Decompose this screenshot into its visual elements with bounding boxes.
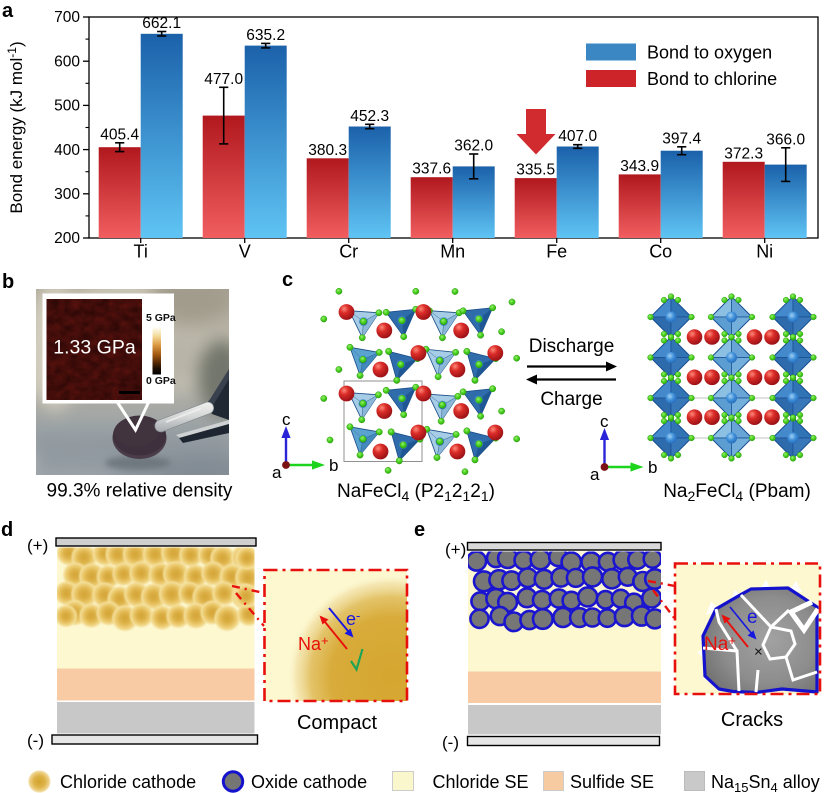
svg-text:(-): (-) xyxy=(27,731,44,750)
svg-text:405.4: 405.4 xyxy=(100,126,139,143)
svg-text:c: c xyxy=(282,410,291,429)
svg-text:e: e xyxy=(414,519,425,541)
svg-text:(+): (+) xyxy=(27,536,48,555)
svg-text:Bond to oxygen: Bond to oxygen xyxy=(647,43,772,63)
svg-text:477.0: 477.0 xyxy=(204,71,243,88)
svg-text:Chloride SE: Chloride SE xyxy=(433,772,529,792)
svg-text:400: 400 xyxy=(54,142,80,159)
svg-text:Discharge: Discharge xyxy=(529,336,615,357)
svg-text:372.3: 372.3 xyxy=(724,145,763,162)
svg-text:(+): (+) xyxy=(445,540,466,559)
svg-text:Na2FeCl4 (Pbam): Na2FeCl4 (Pbam) xyxy=(663,481,811,504)
svg-text:0 GPa: 0 GPa xyxy=(146,375,176,387)
svg-text:(-): (-) xyxy=(442,733,459,752)
svg-text:c: c xyxy=(600,412,609,431)
svg-text:366.0: 366.0 xyxy=(766,131,805,148)
svg-text:1.33 GPa: 1.33 GPa xyxy=(53,337,136,359)
svg-text:Na15Sn4 alloy: Na15Sn4 alloy xyxy=(711,772,820,793)
svg-text:Compact: Compact xyxy=(297,712,377,734)
svg-text:99.3% relative density: 99.3% relative density xyxy=(47,481,233,502)
svg-text:397.4: 397.4 xyxy=(662,130,701,147)
svg-text:452.3: 452.3 xyxy=(350,108,389,125)
svg-text:Sulfide SE: Sulfide SE xyxy=(570,772,654,792)
svg-text:635.2: 635.2 xyxy=(246,27,285,44)
svg-text:e: e xyxy=(747,607,758,628)
svg-text:Co: Co xyxy=(649,242,672,262)
svg-text:×: × xyxy=(754,644,763,661)
svg-text:Charge: Charge xyxy=(540,389,602,410)
svg-text:Bond energy (kJ mol-1): Bond energy (kJ mol-1) xyxy=(5,41,26,213)
svg-text:d: d xyxy=(1,519,13,541)
svg-text:b: b xyxy=(329,456,338,475)
svg-text:343.9: 343.9 xyxy=(620,158,659,175)
svg-text:NaFeCl4 (P212121): NaFeCl4 (P212121) xyxy=(337,481,495,504)
svg-text:500: 500 xyxy=(54,98,80,115)
svg-text:Ni: Ni xyxy=(756,242,773,262)
svg-text:Na+: Na+ xyxy=(298,633,329,654)
svg-text:362.0: 362.0 xyxy=(454,138,493,155)
svg-text:380.3: 380.3 xyxy=(308,142,347,159)
svg-text:Oxide cathode: Oxide cathode xyxy=(251,772,367,792)
svg-text:Ti: Ti xyxy=(134,242,148,262)
svg-text:c: c xyxy=(282,269,293,291)
svg-text:337.6: 337.6 xyxy=(412,161,451,178)
svg-text:300: 300 xyxy=(54,186,80,203)
svg-text:335.5: 335.5 xyxy=(516,162,555,179)
svg-text:600: 600 xyxy=(54,53,80,70)
svg-text:a: a xyxy=(2,0,14,22)
svg-text:Chloride cathode: Chloride cathode xyxy=(60,772,196,792)
svg-text:Cracks: Cracks xyxy=(721,709,783,731)
svg-text:V: V xyxy=(239,242,251,262)
svg-text:a: a xyxy=(590,465,600,484)
svg-text:700: 700 xyxy=(54,9,80,26)
svg-text:200: 200 xyxy=(54,230,80,247)
svg-text:a: a xyxy=(272,463,282,482)
svg-text:Na+: Na+ xyxy=(704,633,736,655)
svg-text:Mn: Mn xyxy=(440,242,465,262)
svg-text:b: b xyxy=(2,271,14,293)
svg-text:5 GPa: 5 GPa xyxy=(146,312,176,324)
svg-text:Fe: Fe xyxy=(546,242,567,262)
svg-text:407.0: 407.0 xyxy=(558,128,597,145)
svg-text:Bond to chlorine: Bond to chlorine xyxy=(647,69,777,89)
svg-text:Cr: Cr xyxy=(339,242,358,262)
svg-text:b: b xyxy=(648,458,657,477)
svg-text:662.1: 662.1 xyxy=(142,15,181,32)
